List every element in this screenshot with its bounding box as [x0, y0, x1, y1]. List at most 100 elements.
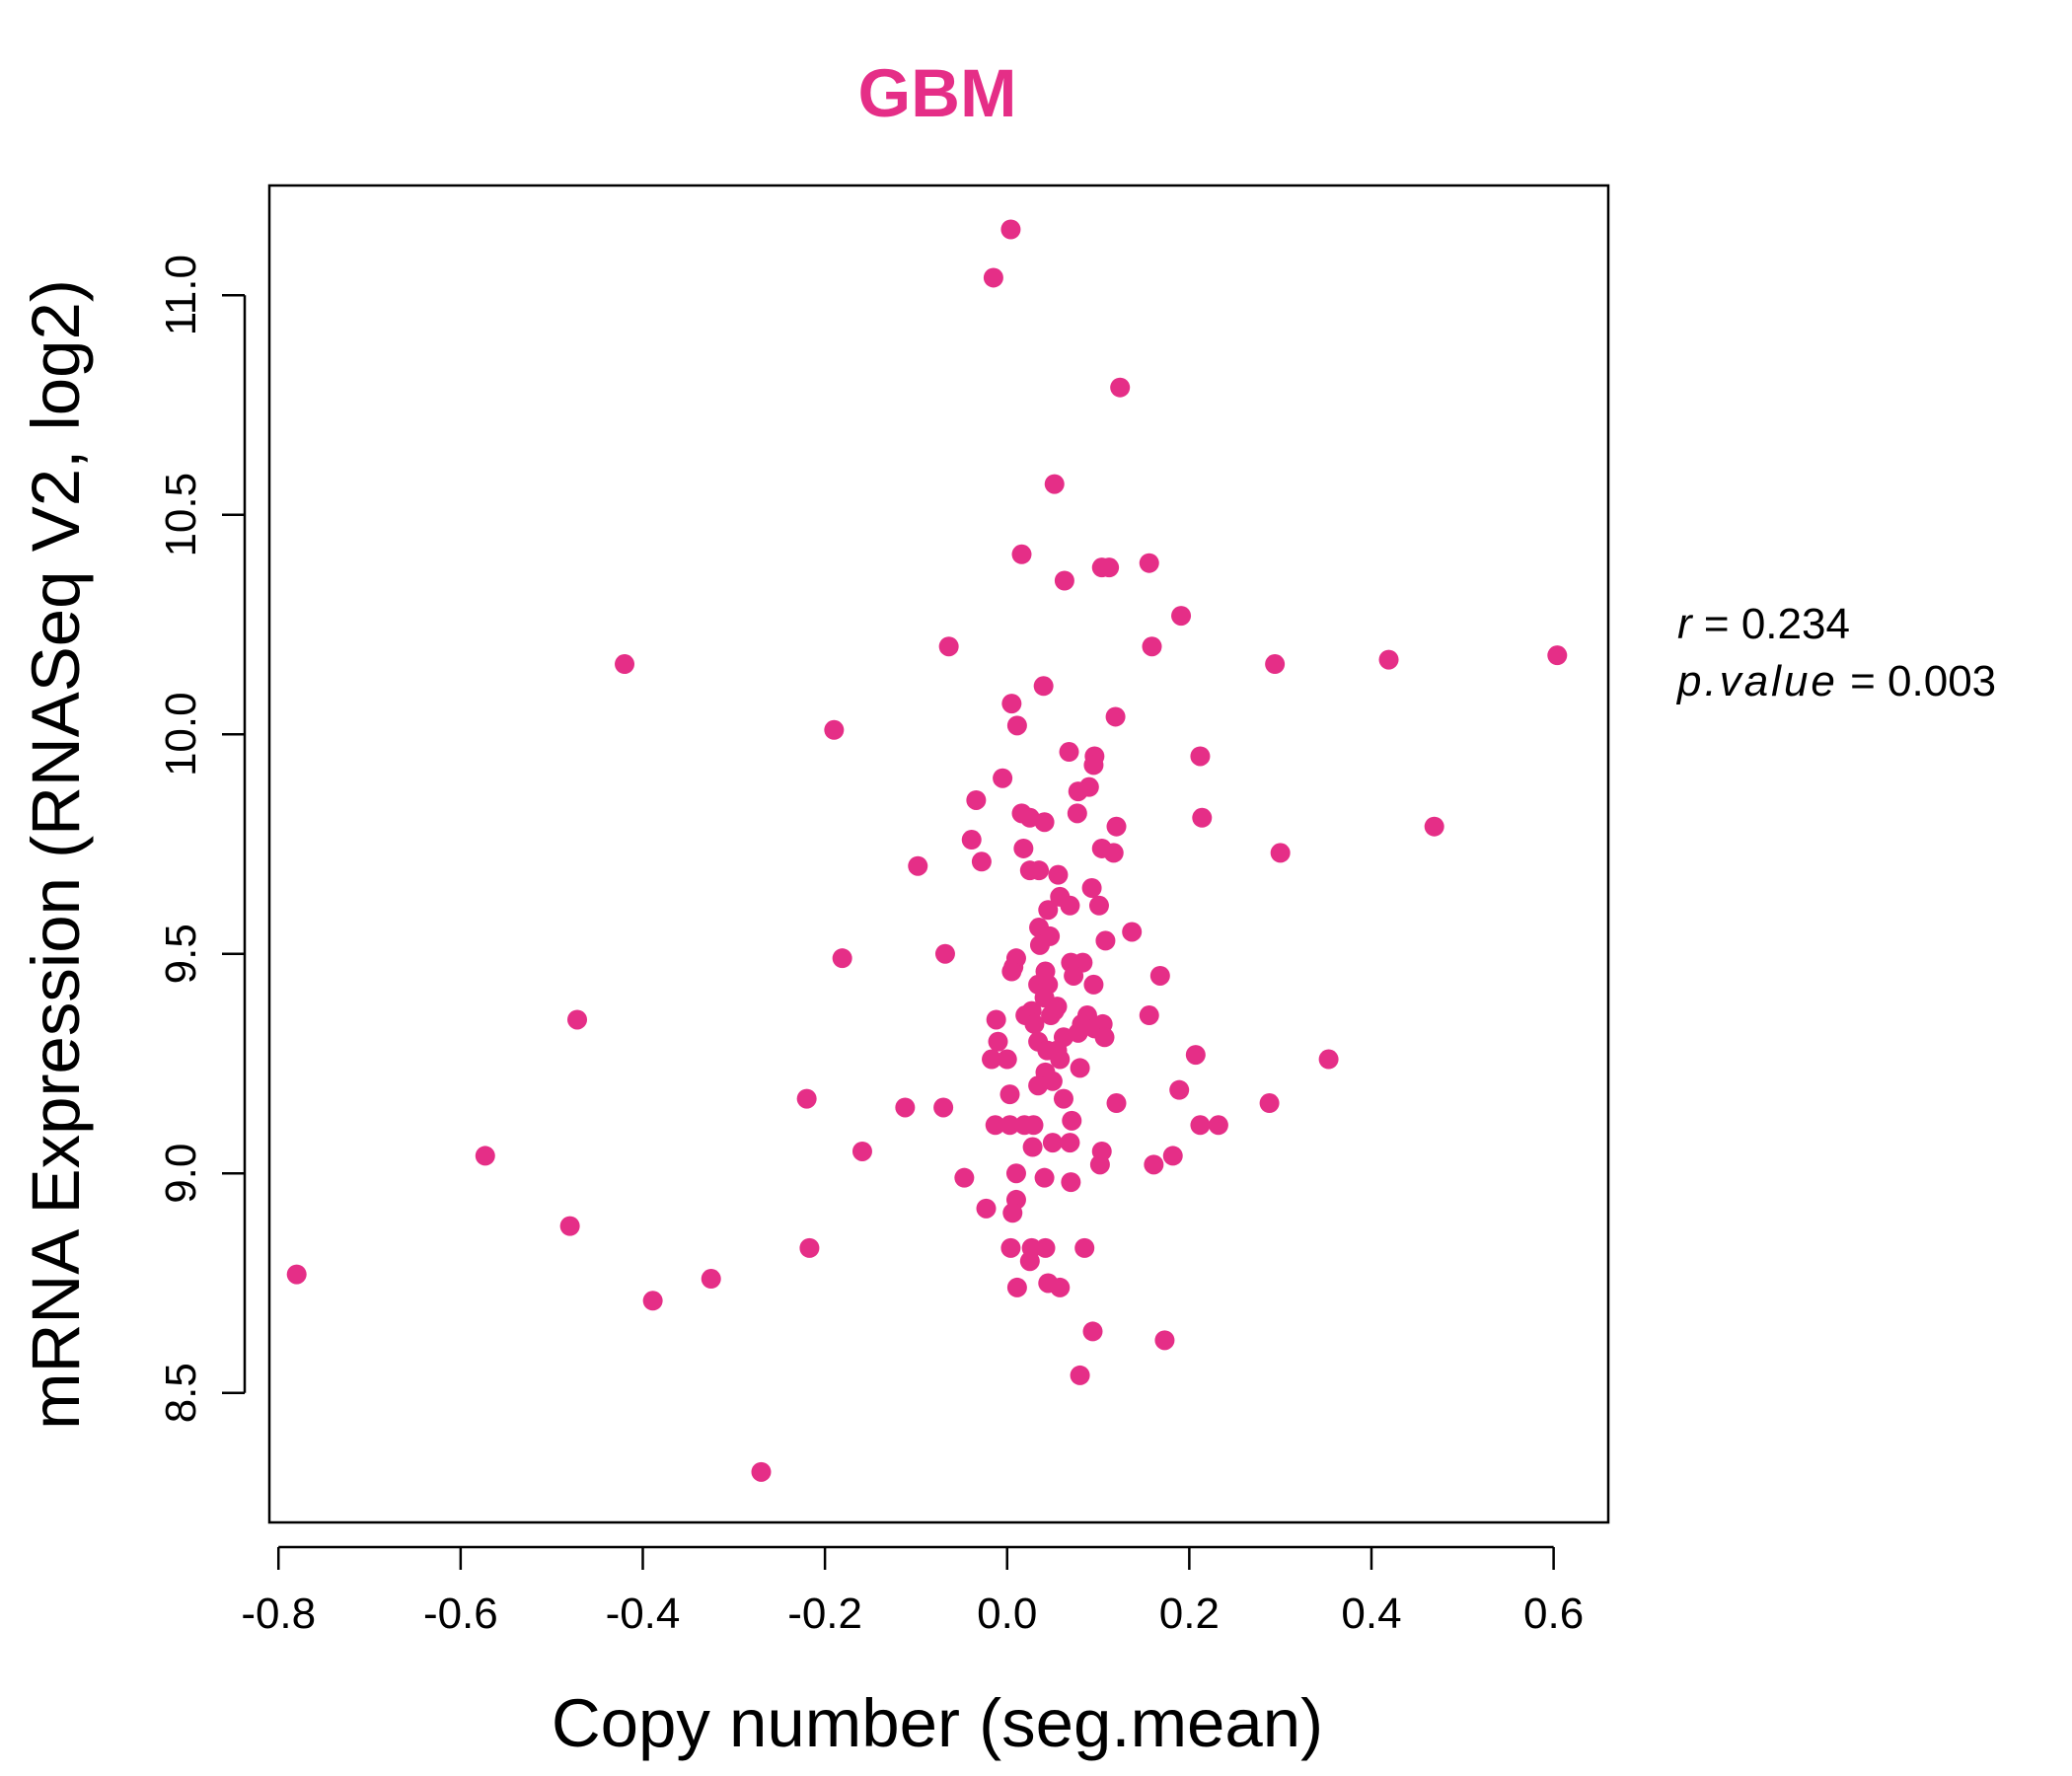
data-point — [1022, 1137, 1043, 1157]
r-label: r — [1677, 600, 1694, 648]
data-point — [954, 1167, 975, 1188]
data-point — [1089, 1154, 1110, 1175]
data-point — [1019, 1251, 1040, 1272]
data-point — [1106, 816, 1127, 837]
data-point — [1190, 1115, 1211, 1136]
x-axis: -0.8 -0.6 -0.4 -0.2 0.0 0.2 0.4 0.6 — [241, 1545, 1584, 1638]
x-tick-label: -0.4 — [606, 1590, 681, 1638]
data-point — [1154, 1330, 1175, 1351]
data-point — [1547, 645, 1568, 666]
y-tick-label: 10.0 — [157, 692, 205, 777]
p-label: p.value — [1675, 657, 1838, 705]
data-point — [1035, 1237, 1056, 1258]
data-point — [1034, 1167, 1055, 1188]
data-point — [1000, 1237, 1021, 1258]
data-point — [1318, 1049, 1339, 1070]
data-point — [908, 855, 928, 876]
data-point — [1122, 922, 1143, 942]
data-point — [1023, 1115, 1044, 1136]
data-point — [1029, 860, 1050, 881]
data-point — [615, 654, 635, 675]
x-tick-label: 0.0 — [977, 1590, 1037, 1638]
data-point — [701, 1269, 721, 1290]
data-points — [286, 219, 1568, 1482]
r-stat: r = 0.234 — [1677, 600, 1850, 648]
data-point — [1083, 755, 1104, 776]
data-point — [976, 1198, 997, 1219]
data-point — [1050, 1277, 1071, 1297]
data-point — [982, 1049, 1002, 1070]
y-axis-label: mRNA Expression (RNASeq V2, log2) — [18, 279, 94, 1430]
data-point — [1002, 1203, 1023, 1223]
data-point — [933, 1097, 954, 1118]
data-point — [1048, 864, 1069, 885]
data-point — [993, 768, 1013, 788]
data-point — [895, 1097, 916, 1118]
data-point — [1064, 965, 1084, 986]
data-point — [1001, 961, 1022, 982]
data-point — [1082, 1321, 1103, 1342]
data-point — [1034, 812, 1055, 833]
y-tick-label: 9.0 — [157, 1144, 205, 1204]
data-point — [1070, 1365, 1090, 1385]
data-point — [1067, 803, 1087, 824]
y-tick-label: 8.5 — [157, 1363, 205, 1423]
data-point — [1169, 1079, 1190, 1100]
data-point — [1038, 900, 1059, 921]
data-point — [986, 1009, 1006, 1030]
data-point — [1044, 474, 1065, 494]
data-point — [1088, 895, 1109, 916]
data-point — [997, 1049, 1017, 1070]
data-point — [851, 1141, 872, 1161]
plot-frame — [267, 184, 1610, 1524]
data-point — [1139, 553, 1159, 573]
y-axis: 8.5 9.0 9.5 10.0 10.5 11.0 — [157, 255, 247, 1423]
data-point — [1033, 676, 1054, 697]
x-axis-label: Copy number (seg.mean) — [552, 1685, 1323, 1761]
y-tick-label: 11.0 — [157, 255, 205, 335]
data-point — [1059, 742, 1079, 763]
data-point — [1081, 877, 1102, 898]
data-point — [1005, 1163, 1026, 1184]
data-point — [1103, 843, 1124, 863]
data-point — [1000, 219, 1021, 240]
data-point — [1028, 1075, 1049, 1096]
data-point — [1105, 706, 1126, 727]
data-point — [796, 1088, 817, 1109]
data-point — [1054, 570, 1074, 591]
data-point — [1099, 557, 1120, 578]
data-point — [1062, 1110, 1082, 1131]
x-tick-label: 0.6 — [1523, 1590, 1584, 1638]
data-point — [961, 830, 982, 851]
data-point — [642, 1291, 663, 1311]
x-tick-label: -0.8 — [241, 1590, 316, 1638]
data-point — [1185, 1045, 1206, 1066]
data-point — [1110, 377, 1131, 398]
data-point — [1106, 1093, 1127, 1114]
data-point — [1053, 1088, 1073, 1109]
data-point — [1006, 1277, 1027, 1297]
data-point — [1006, 715, 1027, 736]
data-point — [824, 719, 845, 740]
data-point — [1060, 895, 1080, 916]
data-point — [1144, 1154, 1164, 1175]
data-point — [999, 1115, 1020, 1136]
data-point — [286, 1264, 307, 1285]
p-value: 0.003 — [1887, 657, 1996, 705]
data-point — [1068, 1022, 1088, 1043]
data-point — [1171, 606, 1192, 627]
data-point — [1050, 1049, 1071, 1070]
data-point — [1192, 807, 1213, 828]
x-tick-label: 0.4 — [1341, 1590, 1401, 1638]
data-point — [1378, 649, 1399, 670]
data-point — [751, 1461, 772, 1482]
y-tick-label: 9.5 — [157, 924, 205, 984]
data-point — [1001, 694, 1022, 714]
chart-title: GBM — [858, 55, 1017, 131]
data-point — [1208, 1115, 1228, 1136]
data-point — [1068, 781, 1088, 802]
data-point — [988, 1031, 1008, 1052]
data-point — [1013, 838, 1034, 858]
data-point — [1149, 965, 1170, 986]
